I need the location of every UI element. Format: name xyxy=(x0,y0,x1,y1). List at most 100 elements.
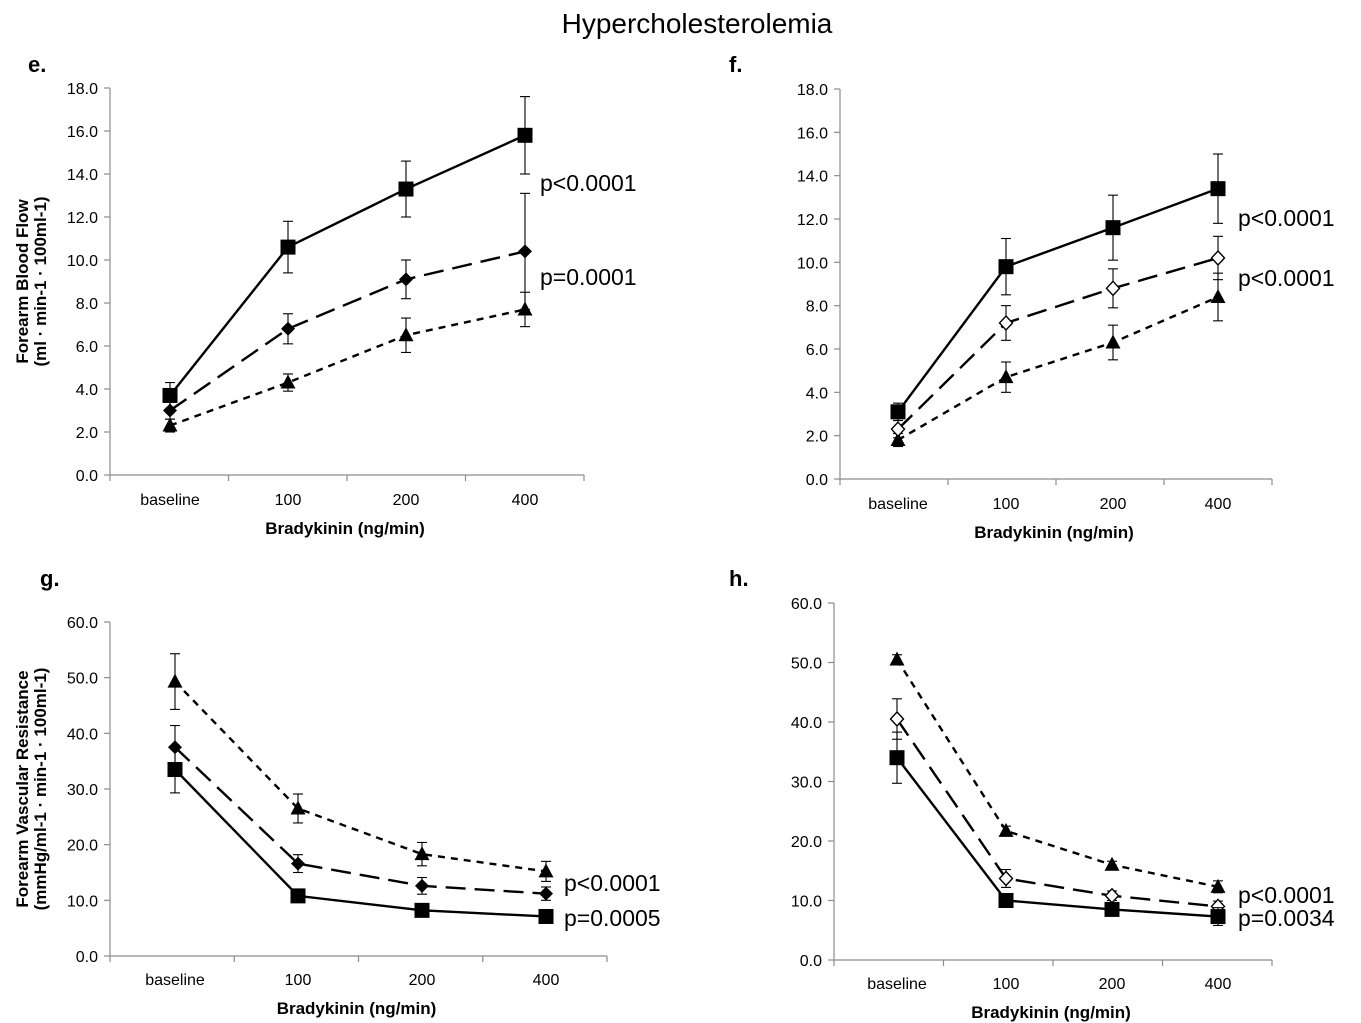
series-line xyxy=(896,756,1219,918)
data-point-triangle xyxy=(889,651,905,666)
data-point-square xyxy=(1105,220,1121,236)
y-axis-label: Forearm Vascular Resistance xyxy=(13,670,32,907)
p-value-annotation: p=0.0005 xyxy=(564,905,661,931)
data-point-diamond xyxy=(399,272,413,287)
x-tick-label: 400 xyxy=(1205,976,1232,993)
p-value-annotation: p<0.0001 xyxy=(1238,265,1335,291)
data-point-square xyxy=(1210,181,1226,197)
y-tick-label: 40.0 xyxy=(67,726,98,743)
x-tick-label: 400 xyxy=(512,492,539,509)
p-value-annotation: p<0.0001 xyxy=(1238,205,1335,231)
series-line xyxy=(897,295,1219,442)
series-line xyxy=(895,658,1219,888)
data-point-square xyxy=(290,888,306,904)
series-line xyxy=(169,134,526,397)
data-point-triangle xyxy=(998,822,1014,837)
data-point-square xyxy=(167,762,183,778)
y-tick-label: 0.0 xyxy=(800,953,822,970)
series-square-0 xyxy=(167,745,554,924)
y-tick-label: 0.0 xyxy=(806,472,828,489)
data-point-square xyxy=(890,404,906,420)
x-tick-label: 200 xyxy=(1100,496,1127,513)
series-open-diamond-1 xyxy=(890,235,1226,439)
series-square-0 xyxy=(890,153,1226,422)
series-line xyxy=(174,768,547,918)
data-point-square xyxy=(998,893,1014,908)
y-tick-label: 14.0 xyxy=(797,169,828,186)
y-axis-label: (ml · min-1 · 100ml-1) xyxy=(31,196,50,366)
x-tick-label: 100 xyxy=(275,492,302,509)
data-point-square xyxy=(517,127,533,143)
p-value-annotation: p<0.0001 xyxy=(564,870,661,896)
y-tick-label: 8.0 xyxy=(76,296,98,313)
figure-title: Hypercholesterolemia xyxy=(562,8,833,39)
series-line xyxy=(169,250,526,412)
data-point-triangle xyxy=(890,432,906,446)
data-point-open-diamond xyxy=(998,314,1014,332)
x-tick-label: baseline xyxy=(145,972,205,989)
y-tick-label: 20.0 xyxy=(67,838,98,855)
x-tick-label: 400 xyxy=(533,972,560,989)
data-point-triangle xyxy=(1210,289,1226,303)
y-tick-label: 4.0 xyxy=(76,382,98,399)
y-tick-label: 6.0 xyxy=(76,339,98,356)
y-tick-label: 18.0 xyxy=(67,81,98,98)
y-tick-label: 12.0 xyxy=(67,210,98,227)
data-point-triangle xyxy=(1105,334,1121,349)
series-square-0 xyxy=(162,96,533,409)
series-triangle-2 xyxy=(167,653,554,882)
data-point-diamond xyxy=(518,244,532,259)
data-point-triangle xyxy=(538,863,554,878)
data-point-open-diamond xyxy=(1105,280,1121,297)
x-tick-label: 100 xyxy=(993,976,1020,993)
x-tick-label: baseline xyxy=(867,976,927,993)
data-point-triangle xyxy=(1210,878,1226,893)
x-tick-label: 100 xyxy=(993,496,1020,513)
x-axis-label: Bradykinin (ng/min) xyxy=(277,999,437,1018)
series-triangle-2 xyxy=(162,291,533,433)
y-tick-label: 10.0 xyxy=(67,893,98,910)
y-tick-label: 4.0 xyxy=(806,385,828,402)
data-point-triangle xyxy=(290,800,306,815)
x-axis-label: Bradykinin (ng/min) xyxy=(974,523,1134,542)
y-tick-label: 50.0 xyxy=(791,656,822,673)
data-point-triangle xyxy=(167,673,183,688)
data-point-square xyxy=(538,908,554,924)
data-point-triangle xyxy=(280,374,296,389)
series-diamond-1 xyxy=(163,192,532,420)
series-square-0 xyxy=(889,731,1226,927)
data-point-triangle xyxy=(998,369,1014,384)
data-point-triangle xyxy=(1104,856,1120,871)
x-axis-label: Bradykinin (ng/min) xyxy=(265,519,425,538)
y-tick-label: 6.0 xyxy=(806,342,828,359)
y-tick-label: 8.0 xyxy=(806,299,828,316)
y-tick-label: 2.0 xyxy=(76,425,98,442)
y-tick-label: 16.0 xyxy=(67,124,98,141)
data-point-triangle xyxy=(398,327,414,342)
series-line xyxy=(174,680,547,873)
data-point-open-diamond xyxy=(890,421,906,438)
data-point-open-diamond xyxy=(998,870,1014,887)
series-line xyxy=(169,308,526,427)
data-point-square xyxy=(280,239,296,255)
data-point-diamond xyxy=(415,878,429,893)
chart-panel-g: g. 0.0 10.0 20.0 30.0 40.0 50.0 60.0 baseline 100… xyxy=(13,566,661,1018)
chart-panel-e: e. 0.0 2.0 4.0 6.0 8.0 10.0 12.0 14.0 16.0 18.0 bas… xyxy=(13,52,637,538)
panel-label: h. xyxy=(729,566,749,591)
series-open-diamond-1 xyxy=(889,698,1226,915)
data-point-open-diamond xyxy=(889,710,905,728)
x-tick-label: 100 xyxy=(285,972,312,989)
y-tick-label: 12.0 xyxy=(797,212,828,229)
series-triangle-2 xyxy=(889,651,1226,894)
series-triangle-2 xyxy=(890,272,1226,448)
data-point-square xyxy=(162,387,178,403)
y-axis-label: Forearm Blood Flow xyxy=(13,199,32,364)
data-point-square xyxy=(1210,909,1226,925)
y-tick-label: 10.0 xyxy=(791,894,822,911)
data-point-diamond xyxy=(539,886,553,901)
panel-label: f. xyxy=(729,52,742,77)
p-value-annotation: p<0.0001 xyxy=(1238,882,1335,908)
data-point-open-diamond xyxy=(1210,249,1226,267)
x-tick-label: baseline xyxy=(140,492,200,509)
